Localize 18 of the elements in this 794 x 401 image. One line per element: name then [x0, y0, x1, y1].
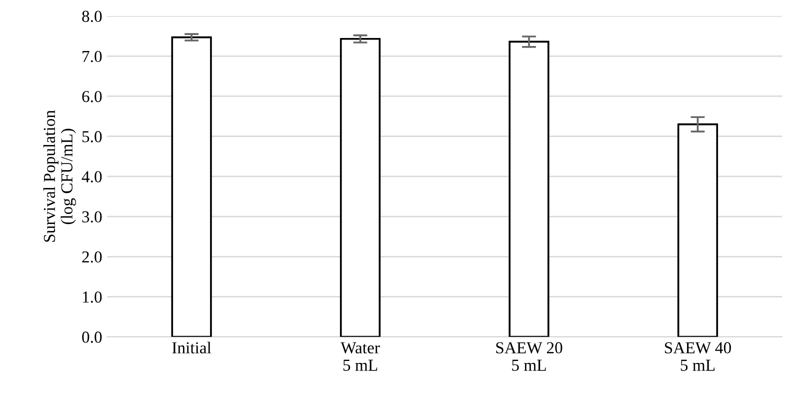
- x-tick-label: Water 5 mL: [340, 342, 380, 371]
- y-tick-label: 2.0: [82, 251, 102, 263]
- x-tick-label: SAEW 20 5 mL: [496, 342, 562, 371]
- y-tick-label: 3.0: [82, 211, 102, 223]
- y-tick-label: 5.0: [82, 131, 102, 142]
- y-tick-label: 0.0: [82, 332, 102, 343]
- x-tick-label: Initial: [172, 342, 212, 354]
- y-tick-label: 1.0: [82, 291, 102, 303]
- y-tick-label: 7.0: [82, 50, 102, 62]
- y-tick-label: 6.0: [82, 90, 102, 102]
- bar: [171, 36, 212, 337]
- bar: [677, 123, 718, 337]
- y-tick-label: 8.0: [82, 10, 102, 22]
- y-tick-label: 4.0: [82, 171, 102, 182]
- bar: [340, 38, 381, 337]
- x-tick-label: SAEW 40 5 mL: [664, 342, 731, 371]
- y-axis-title: Survival Population (log CFU/mL): [43, 110, 76, 242]
- bar: [508, 40, 550, 337]
